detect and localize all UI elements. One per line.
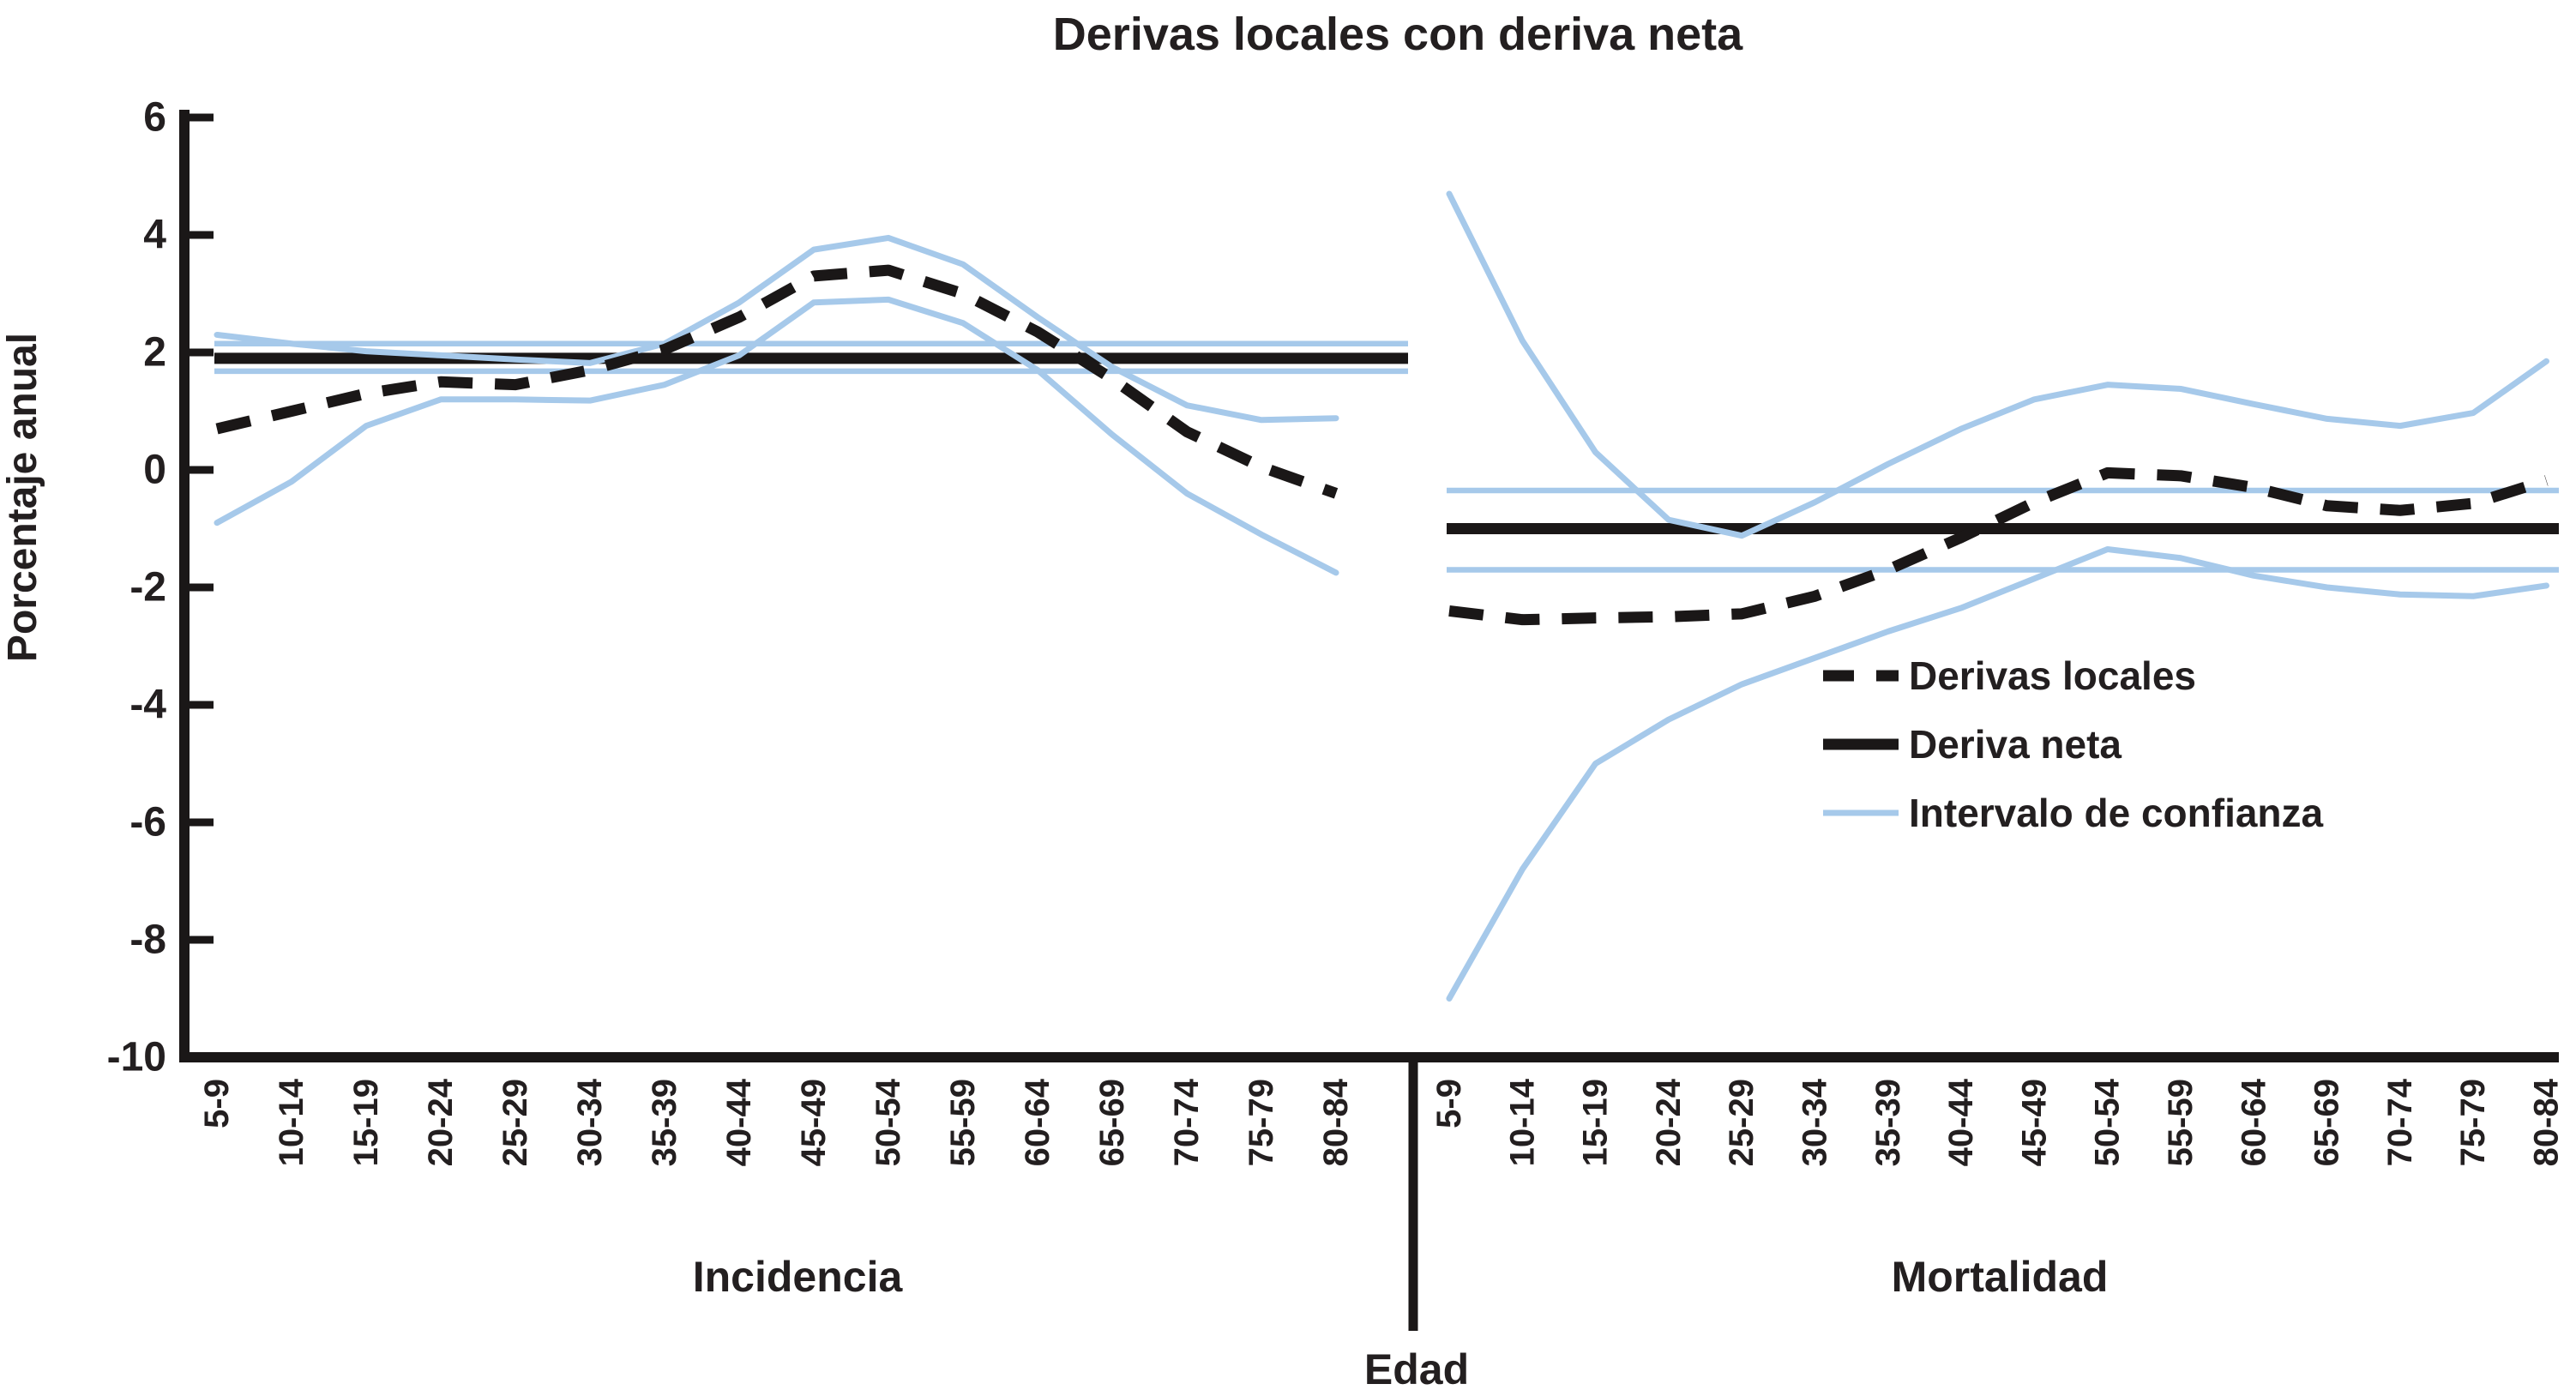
- category-label: 80-84: [1317, 1078, 1355, 1166]
- y-tick: [188, 1053, 214, 1062]
- category-label: 20-24: [422, 1078, 460, 1166]
- category-label: 75-79: [1243, 1079, 1280, 1166]
- category-label: 45-49: [2015, 1079, 2053, 1166]
- category-label: 40-44: [720, 1078, 758, 1166]
- category-label: 30-34: [1797, 1078, 1834, 1166]
- category-label: 25-29: [497, 1079, 534, 1166]
- category-label: 5-9: [1430, 1079, 1468, 1128]
- y-tick-label: 4: [143, 213, 166, 258]
- y-tick-label: 6: [143, 95, 166, 141]
- x-axis-label: Edad: [1364, 1345, 1469, 1393]
- y-axis-spine: [179, 110, 190, 1062]
- category-label: 70-74: [2381, 1078, 2419, 1166]
- x-axis-baseline: [179, 1052, 2559, 1062]
- y-tick: [188, 231, 214, 239]
- category-label: 30-34: [571, 1078, 609, 1166]
- category-label: 45-49: [795, 1079, 833, 1166]
- category-label: 20-24: [1650, 1078, 1688, 1166]
- y-tick-label: -6: [129, 800, 166, 845]
- category-label: 55-59: [944, 1079, 982, 1166]
- category-label: 65-69: [1093, 1079, 1131, 1166]
- local-drifts-ci-upper-line: [214, 234, 1339, 424]
- y-tick: [188, 348, 214, 357]
- series-layer: [214, 190, 2559, 1002]
- y-tick: [188, 466, 214, 474]
- y-tick-label: -10: [107, 1035, 166, 1080]
- category-label: 50-54: [2089, 1078, 2127, 1166]
- chart-title: Derivas locales con deriva neta: [1053, 9, 1743, 60]
- category-label: 60-64: [1019, 1078, 1056, 1166]
- y-tick-label: -8: [129, 918, 166, 963]
- panel-caption-mortalidad: Mortalidad: [1892, 1253, 2109, 1301]
- y-tick: [188, 818, 214, 827]
- y-tick: [188, 701, 214, 709]
- category-label: 60-64: [2235, 1078, 2272, 1166]
- y-tick-label: 0: [143, 448, 166, 493]
- local-drifts-ci-upper-line: [1446, 190, 2549, 539]
- y-tick: [188, 113, 214, 122]
- category-label: 15-19: [1577, 1079, 1615, 1166]
- y-tick-label: -4: [129, 683, 166, 728]
- category-label: 35-39: [1869, 1079, 1907, 1166]
- category-label: 15-19: [347, 1079, 385, 1166]
- local-drifts-line: [215, 264, 1339, 499]
- legend-label-net-drift: Deriva neta: [1909, 722, 2122, 767]
- y-axis-label: Porcentaje anual: [0, 333, 45, 662]
- legend-label-confidence-interval: Intervalo de confianza: [1909, 791, 2324, 835]
- category-label: 10-14: [273, 1078, 310, 1166]
- local-drifts-line: [1448, 466, 2549, 626]
- category-label: 75-79: [2454, 1079, 2492, 1166]
- category-label: 25-29: [1723, 1079, 1760, 1166]
- category-label: 65-69: [2308, 1079, 2346, 1166]
- panel-divider: [1408, 1057, 1418, 1331]
- category-label: 50-54: [870, 1078, 907, 1166]
- category-label: 55-59: [2162, 1079, 2200, 1166]
- legend: Derivas locales Deriva neta Intervalo de…: [1823, 653, 2324, 835]
- y-tick: [188, 936, 214, 944]
- y-tick-label: 2: [143, 330, 166, 376]
- panel-caption-incidencia: Incidencia: [693, 1253, 904, 1301]
- axes-layer: 5-9 10-14 15-19 20-24 25-29 30-34 35-39 40-44 45…: [107, 95, 2566, 1331]
- y-tick-label: -2: [129, 565, 166, 611]
- legend-label-local-drifts: Derivas locales: [1909, 653, 2196, 698]
- category-label: 10-14: [1503, 1078, 1541, 1166]
- local-drifts-ci-lower-line: [214, 296, 1339, 576]
- category-label: 80-84: [2528, 1078, 2566, 1166]
- category-label: 40-44: [1942, 1078, 1980, 1166]
- category-label: 35-39: [646, 1079, 683, 1166]
- category-label: 70-74: [1168, 1078, 1206, 1166]
- local-drifts-ci-lower-line: [1446, 545, 2549, 1002]
- y-tick: [188, 583, 214, 592]
- category-label: 5-9: [198, 1079, 236, 1128]
